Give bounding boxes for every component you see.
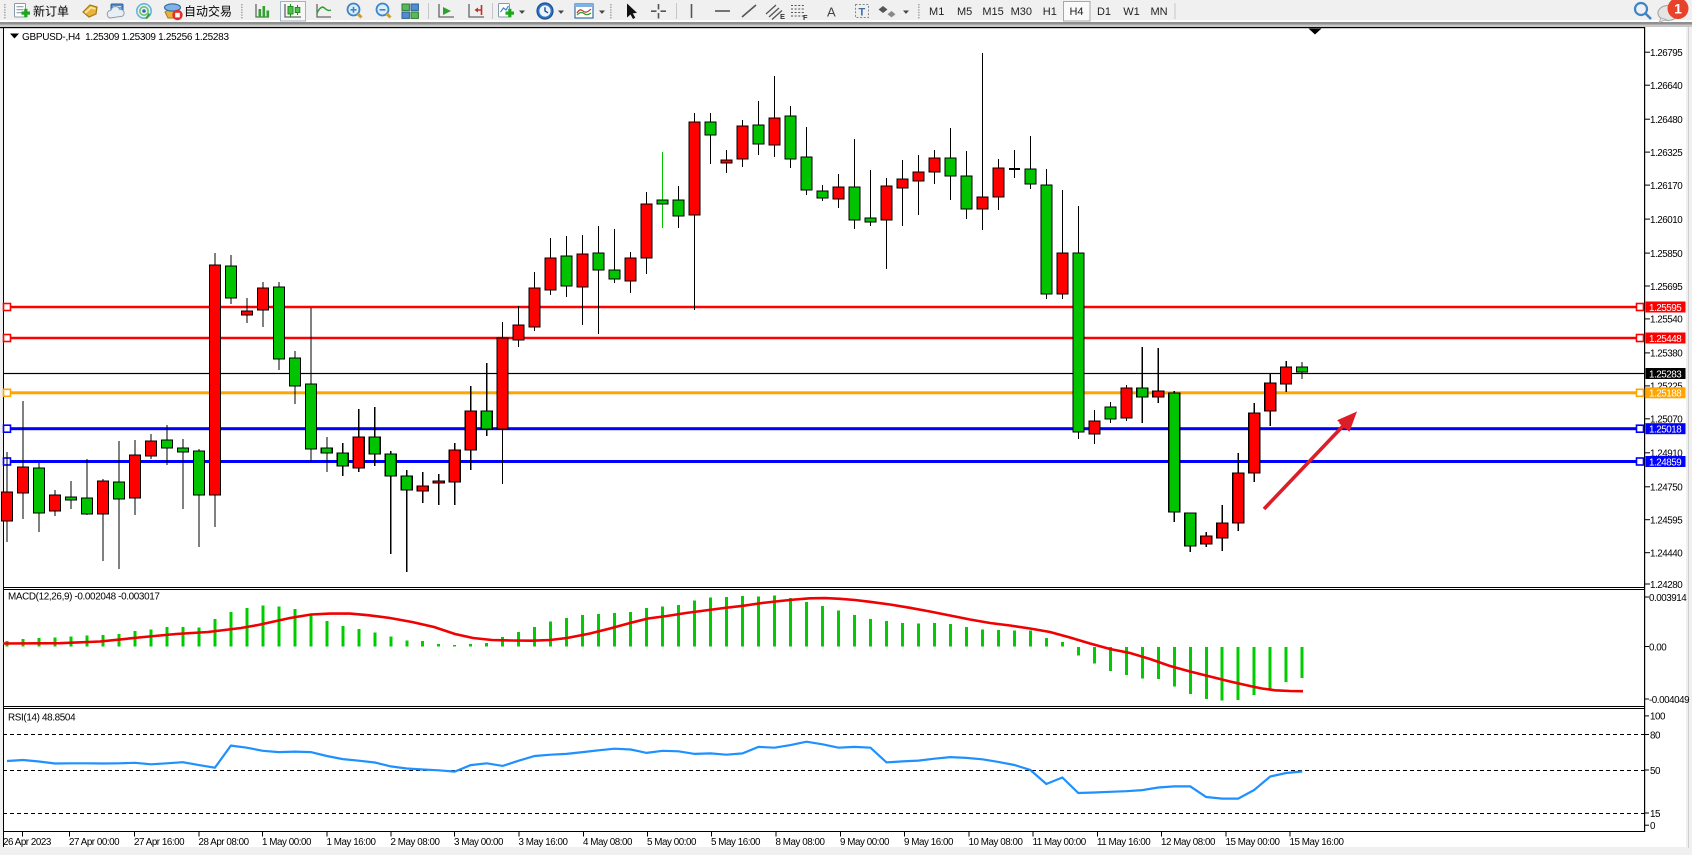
svg-text:T: T xyxy=(859,7,866,19)
svg-text:26 Apr 2023: 26 Apr 2023 xyxy=(3,837,52,848)
svg-text:28 Apr 08:00: 28 Apr 08:00 xyxy=(199,837,250,848)
svg-text:1.25283: 1.25283 xyxy=(1649,369,1682,380)
svg-text:1.26480: 1.26480 xyxy=(1650,115,1683,126)
svg-text:1.26010: 1.26010 xyxy=(1650,215,1683,226)
svg-text:新订单: 新订单 xyxy=(33,4,69,19)
svg-text:M30: M30 xyxy=(1011,6,1032,18)
svg-text:2 May 08:00: 2 May 08:00 xyxy=(391,837,441,848)
svg-text:10 May 08:00: 10 May 08:00 xyxy=(969,837,1024,848)
svg-text:GBPUSD-,H4 1.25309 1.25309 1.: GBPUSD-,H4 1.25309 1.25309 1.25256 1.252… xyxy=(22,32,229,43)
svg-text:8 May 08:00: 8 May 08:00 xyxy=(776,837,826,848)
svg-text:1.26640: 1.26640 xyxy=(1650,81,1683,92)
svg-text:H1: H1 xyxy=(1043,6,1057,18)
svg-text:1 May 00:00: 1 May 00:00 xyxy=(262,837,312,848)
svg-text:1.25225: 1.25225 xyxy=(1650,382,1683,393)
svg-text:1.25070: 1.25070 xyxy=(1650,415,1683,426)
svg-text:1.24910: 1.24910 xyxy=(1650,449,1683,460)
svg-text:M5: M5 xyxy=(957,6,972,18)
svg-text:1.26170: 1.26170 xyxy=(1650,181,1683,192)
svg-text:A: A xyxy=(827,5,836,20)
svg-text:5 May 16:00: 5 May 16:00 xyxy=(711,837,761,848)
svg-text:80: 80 xyxy=(1650,730,1661,741)
svg-text:3 May 00:00: 3 May 00:00 xyxy=(454,837,504,848)
svg-text:1.24750: 1.24750 xyxy=(1650,483,1683,494)
svg-text:MACD(12,26,9) -0.002048 -0.003: MACD(12,26,9) -0.002048 -0.003017 xyxy=(8,592,160,603)
svg-text:15: 15 xyxy=(1650,809,1661,820)
svg-text:M15: M15 xyxy=(982,6,1003,18)
svg-text:4 May 08:00: 4 May 08:00 xyxy=(583,837,633,848)
svg-text:自动交易: 自动交易 xyxy=(184,4,232,19)
svg-text:1 May 16:00: 1 May 16:00 xyxy=(327,837,377,848)
svg-text:3 May 16:00: 3 May 16:00 xyxy=(519,837,569,848)
svg-text:H4: H4 xyxy=(1069,6,1083,18)
svg-text:M1: M1 xyxy=(929,6,944,18)
svg-text:9 May 16:00: 9 May 16:00 xyxy=(904,837,954,848)
svg-text:1.25540: 1.25540 xyxy=(1650,315,1683,326)
svg-text:0.00: 0.00 xyxy=(1649,642,1667,653)
svg-text:RSI(14) 48.8504: RSI(14) 48.8504 xyxy=(8,713,76,724)
svg-text:11 May 00:00: 11 May 00:00 xyxy=(1033,837,1087,848)
svg-text:50: 50 xyxy=(1650,766,1661,777)
svg-text:1.25850: 1.25850 xyxy=(1650,249,1683,260)
svg-text:W1: W1 xyxy=(1123,6,1140,18)
svg-text:1.25595: 1.25595 xyxy=(1649,303,1682,314)
svg-text:MN: MN xyxy=(1150,6,1167,18)
svg-text:1.25448: 1.25448 xyxy=(1649,334,1682,345)
svg-text:1.24280: 1.24280 xyxy=(1650,580,1683,591)
svg-text:D1: D1 xyxy=(1097,6,1111,18)
svg-text:F: F xyxy=(803,13,808,22)
svg-text:1.24595: 1.24595 xyxy=(1650,516,1683,527)
svg-text:1: 1 xyxy=(1674,1,1682,17)
svg-text:12 May 08:00: 12 May 08:00 xyxy=(1161,837,1216,848)
svg-text:0.003914: 0.003914 xyxy=(1649,593,1687,604)
svg-text:1.25380: 1.25380 xyxy=(1650,349,1683,360)
svg-text:1.25695: 1.25695 xyxy=(1650,282,1683,293)
svg-text:5 May 00:00: 5 May 00:00 xyxy=(647,837,697,848)
svg-text:0: 0 xyxy=(1650,821,1656,832)
svg-text:E: E xyxy=(780,12,785,21)
svg-text:27 Apr 00:00: 27 Apr 00:00 xyxy=(69,837,120,848)
svg-text:27 Apr 16:00: 27 Apr 16:00 xyxy=(134,837,185,848)
svg-text:100: 100 xyxy=(1650,712,1666,723)
svg-text:1.25018: 1.25018 xyxy=(1649,425,1682,436)
svg-text:15 May 16:00: 15 May 16:00 xyxy=(1290,837,1345,848)
svg-text:1.25188: 1.25188 xyxy=(1649,389,1682,400)
svg-text:1.24440: 1.24440 xyxy=(1650,549,1683,560)
svg-text:15 May 00:00: 15 May 00:00 xyxy=(1226,837,1281,848)
svg-text:11 May 16:00: 11 May 16:00 xyxy=(1097,837,1151,848)
svg-text:9 May 00:00: 9 May 00:00 xyxy=(840,837,890,848)
svg-text:1.26795: 1.26795 xyxy=(1650,48,1683,59)
svg-text:-0.004049: -0.004049 xyxy=(1649,695,1689,706)
svg-text:1.24859: 1.24859 xyxy=(1649,457,1681,468)
svg-text:1.26325: 1.26325 xyxy=(1650,148,1683,159)
